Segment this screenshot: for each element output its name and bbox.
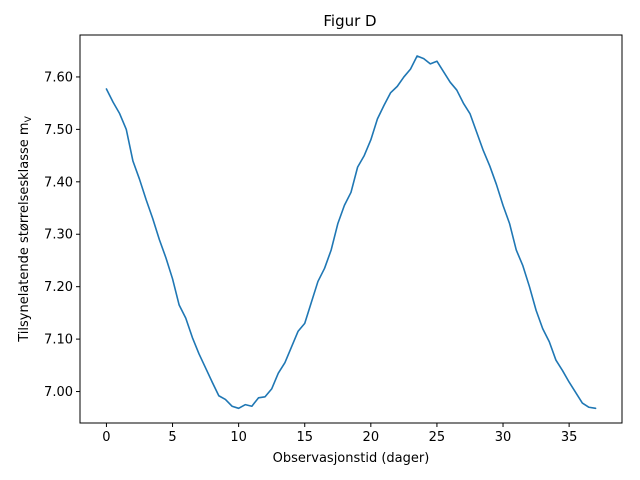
y-tick-label: 7.60 bbox=[44, 70, 73, 85]
y-tick-label: 7.10 bbox=[44, 333, 73, 348]
y-tick-label: 7.50 bbox=[44, 123, 73, 138]
chart-title: Figur D bbox=[323, 12, 376, 30]
x-tick-label: 10 bbox=[230, 430, 247, 445]
x-tick-label: 0 bbox=[102, 430, 110, 445]
ticks-group: 0 5 10 15 20 25 30 35 7.00 7.10 7.20 7.30 7.40 7.50 7.… bbox=[44, 70, 577, 445]
y-axis-label-subscript: V bbox=[24, 115, 34, 122]
y-tick-label: 7.30 bbox=[44, 228, 73, 243]
x-tick-label: 25 bbox=[429, 430, 446, 445]
x-tick-label: 5 bbox=[168, 430, 176, 445]
x-tick-label: 20 bbox=[363, 430, 380, 445]
x-tick-label: 35 bbox=[561, 430, 578, 445]
x-tick-label: 30 bbox=[495, 430, 512, 445]
x-tick-label: 15 bbox=[296, 430, 313, 445]
y-tick-label: 7.40 bbox=[44, 175, 73, 190]
y-axis-label: Tilsynelatende størrelsesklasse mV bbox=[17, 115, 34, 342]
y-tick-label: 7.00 bbox=[44, 385, 73, 400]
y-tick-label: 7.20 bbox=[44, 280, 73, 295]
y-axis-label-text: Tilsynelatende størrelsesklasse m bbox=[17, 122, 32, 342]
x-axis-label: Observasjonstid (dager) bbox=[273, 451, 430, 466]
series-line bbox=[105, 55, 597, 410]
plot-area bbox=[105, 55, 597, 410]
axes-frame bbox=[79, 34, 623, 424]
